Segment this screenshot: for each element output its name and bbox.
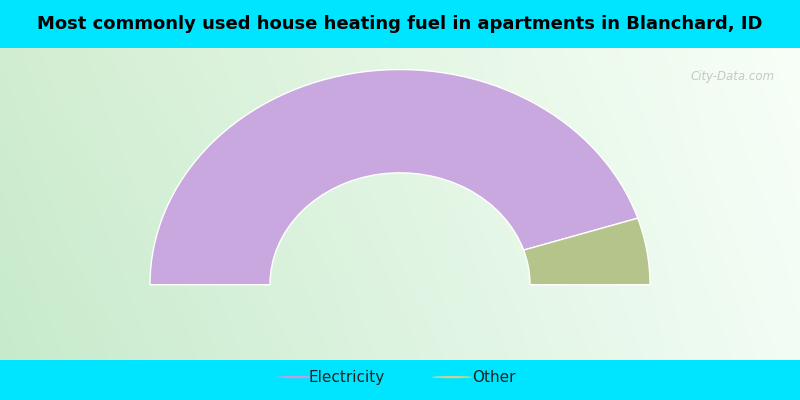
Text: Other: Other — [472, 370, 515, 385]
Wedge shape — [524, 218, 650, 285]
Text: Most commonly used house heating fuel in apartments in Blanchard, ID: Most commonly used house heating fuel in… — [38, 15, 762, 33]
Text: Electricity: Electricity — [308, 370, 384, 385]
Wedge shape — [150, 70, 638, 285]
Text: City-Data.com: City-Data.com — [691, 70, 775, 82]
Circle shape — [432, 376, 472, 378]
Circle shape — [276, 376, 316, 378]
